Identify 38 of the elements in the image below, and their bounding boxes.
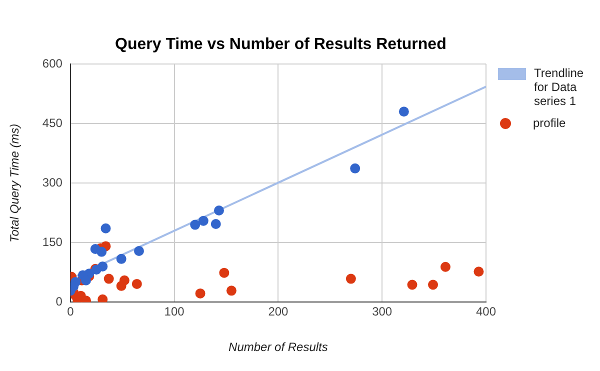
point [116, 254, 126, 264]
point [226, 286, 236, 296]
point [100, 223, 111, 234]
point [346, 274, 356, 284]
point [219, 268, 230, 278]
point [98, 294, 108, 302]
x-tick-label: 300 [372, 304, 392, 319]
x-tick-label: 100 [164, 304, 185, 319]
point [195, 288, 206, 298]
point [116, 280, 126, 291]
point [132, 278, 142, 289]
y-tick-label: 600 [42, 56, 63, 70]
x-tick-label: 200 [268, 304, 289, 319]
legend-label: Trendline for Data series 1 [534, 66, 585, 108]
x-tick-label: 400 [476, 304, 496, 319]
point [70, 281, 79, 292]
point [428, 280, 438, 290]
point [134, 246, 144, 256]
point [398, 106, 409, 117]
point [210, 218, 221, 229]
point [350, 163, 360, 174]
y-tick-label: 300 [42, 175, 63, 190]
point [474, 266, 484, 277]
x-tick-label: 0 [67, 304, 74, 319]
point [104, 274, 114, 284]
point [190, 220, 200, 230]
y-tick-label: 150 [42, 234, 63, 249]
point [214, 205, 224, 216]
y-tick-label: 0 [56, 294, 63, 309]
point [407, 280, 418, 290]
x-axis-title: Number of Results [228, 340, 328, 354]
y-axis-title: Total Query Time (ms) [8, 124, 22, 243]
chart-title: Query Time vs Number of Results Returned [115, 36, 446, 54]
y-tick-label: 450 [42, 116, 63, 130]
point [198, 216, 208, 226]
point [440, 262, 450, 272]
legend-label: profile [533, 116, 566, 130]
point [96, 246, 107, 257]
